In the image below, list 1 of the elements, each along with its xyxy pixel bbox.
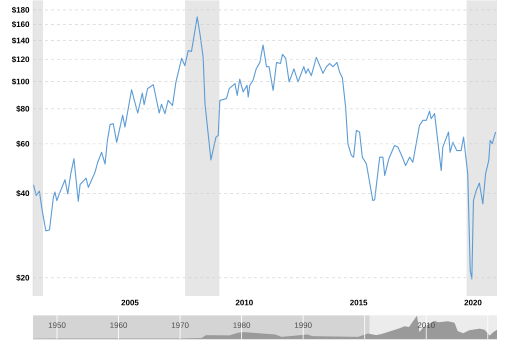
line-series — [33, 16, 496, 280]
